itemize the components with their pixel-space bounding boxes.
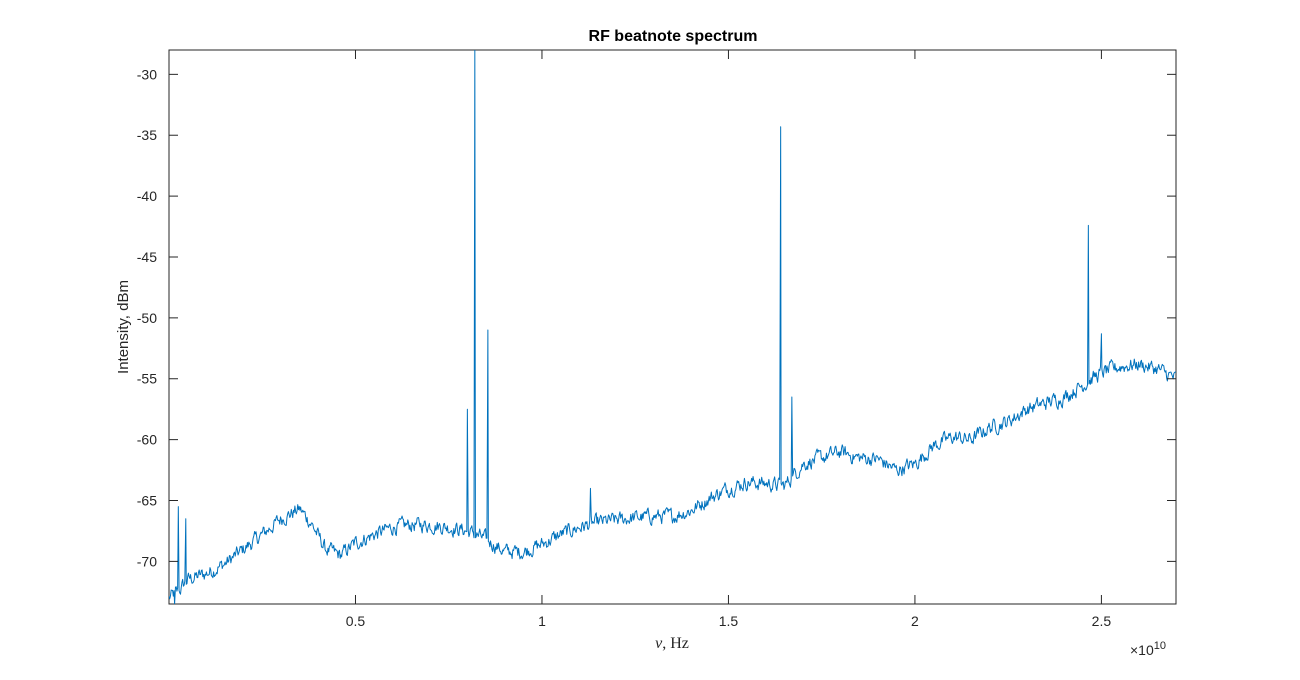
y-tick-label: -65: [137, 493, 157, 509]
x-tick-label: 1.5: [719, 613, 739, 629]
y-tick-label: -55: [137, 371, 157, 387]
x-axis-unit: , Hz: [662, 635, 689, 652]
y-tick-label: -60: [137, 432, 157, 448]
y-axis-label: Intensity, dBm: [115, 280, 132, 374]
y-tick-label: -35: [137, 127, 157, 143]
y-tick-label: -50: [137, 310, 157, 326]
y-tick-label: -40: [137, 188, 157, 204]
chart-title: RF beatnote spectrum: [589, 28, 758, 45]
axes-box: [168, 49, 1177, 605]
y-tick-label: -70: [137, 553, 157, 569]
x-tick-label: 2.5: [1092, 613, 1112, 629]
x-axis-exponent-power: 10: [1154, 640, 1166, 652]
spectrum-series-line: [169, 50, 1176, 604]
x-tick-label: 1: [538, 613, 546, 629]
x-axis-exponent-base: ×10: [1130, 642, 1154, 658]
x-tick-label: 2: [911, 613, 919, 629]
x-axis-label: ν, Hz: [655, 635, 689, 652]
x-axis-exponent: ×1010: [1130, 640, 1166, 658]
y-tick-label: -45: [137, 249, 157, 265]
y-tick-label: -30: [137, 66, 157, 82]
plot-area: 0.5 1 1.5 2 2.5 -30 -35 -40 -45 -50 -55 -60 -65 -70: [137, 49, 1177, 629]
x-axis-symbol: ν: [655, 635, 663, 652]
x-tick-label: 0.5: [346, 613, 366, 629]
